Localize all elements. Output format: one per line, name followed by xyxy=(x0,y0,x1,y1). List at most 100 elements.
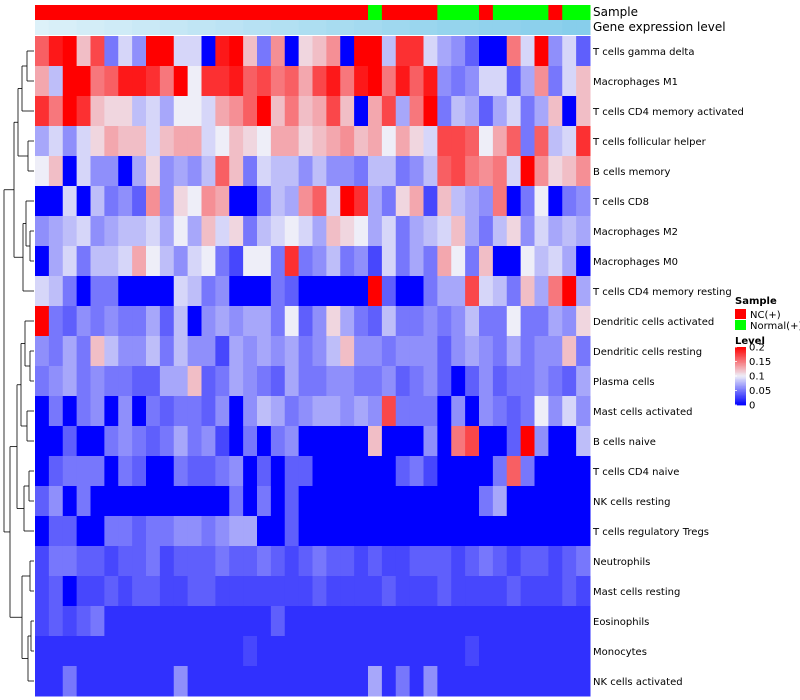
heatmap-cell xyxy=(35,336,50,367)
heatmap-cell xyxy=(354,156,369,187)
heatmap-cell xyxy=(451,126,466,157)
heatmap-cell xyxy=(492,336,508,367)
heatmap-cell xyxy=(492,126,508,157)
heatmap-cell xyxy=(562,396,577,427)
heatmap-cell xyxy=(534,276,549,307)
heatmap-cell xyxy=(215,66,230,97)
sample-annotation-cell xyxy=(492,5,508,20)
heatmap-cell xyxy=(479,666,494,697)
gene-expression-annotation-cell xyxy=(118,20,133,35)
heatmap-cell xyxy=(229,576,244,607)
heatmap-cell xyxy=(395,216,411,247)
heatmap-cell xyxy=(534,306,549,337)
heatmap-cell xyxy=(451,576,466,607)
row-label: Neutrophils xyxy=(593,557,650,568)
heatmap-cell xyxy=(465,456,480,487)
heatmap-cell xyxy=(576,666,591,697)
heatmap-cell xyxy=(90,396,105,427)
heatmap-cell xyxy=(451,36,466,67)
legend-colorbar-step xyxy=(735,351,746,354)
heatmap-cell xyxy=(465,546,480,577)
heatmap-cell xyxy=(201,36,216,67)
gene-expression-annotation-cell xyxy=(48,20,64,35)
heatmap-cell xyxy=(520,516,535,547)
heatmap-cell xyxy=(562,216,577,247)
heatmap-cell xyxy=(146,126,161,157)
heatmap-cell xyxy=(479,276,494,307)
heatmap-cell xyxy=(201,486,216,517)
heatmap-cell xyxy=(368,36,383,67)
heatmap-cell xyxy=(48,276,64,307)
legend-colorbar-step xyxy=(735,374,746,377)
heatmap-cell xyxy=(492,306,508,337)
heatmap-cell xyxy=(104,456,119,487)
heatmap-cell xyxy=(173,216,189,247)
heatmap-cell xyxy=(215,456,230,487)
sample-annotation-cell xyxy=(76,5,91,20)
heatmap-cell xyxy=(340,66,355,97)
heatmap-cell xyxy=(48,636,64,667)
heatmap-cell xyxy=(48,246,64,277)
heatmap-cell xyxy=(326,126,341,157)
heatmap-cell xyxy=(284,426,300,457)
heatmap-cell xyxy=(492,516,508,547)
heatmap-cell xyxy=(243,36,258,67)
heatmap-cell xyxy=(90,246,105,277)
heatmap-cell xyxy=(243,156,258,187)
heatmap-cell xyxy=(201,306,216,337)
heatmap-cell xyxy=(451,186,466,217)
legend-colorbar-step xyxy=(735,381,746,384)
heatmap-cell xyxy=(270,306,286,337)
heatmap-cell xyxy=(395,396,411,427)
heatmap-cell xyxy=(146,516,161,547)
heatmap-cell xyxy=(201,216,216,247)
heatmap-cell xyxy=(48,336,64,367)
sample-annotation-cell xyxy=(146,5,161,20)
heatmap-cell xyxy=(409,576,424,607)
heatmap-cell xyxy=(298,576,313,607)
legend-colorbar xyxy=(735,347,746,406)
heatmap-cell xyxy=(492,456,508,487)
heatmap-cell xyxy=(534,186,549,217)
heatmap-cell xyxy=(423,156,438,187)
heatmap-cell xyxy=(187,66,202,97)
heatmap-cell xyxy=(437,576,452,607)
heatmap-cell xyxy=(62,156,78,187)
heatmap-cell xyxy=(201,336,216,367)
heatmap-cell xyxy=(451,666,466,697)
heatmap-cell xyxy=(132,636,147,667)
heatmap-cell xyxy=(76,516,91,547)
heatmap-cell xyxy=(368,66,383,97)
heatmap-cell xyxy=(451,396,466,427)
heatmap-cell xyxy=(576,426,591,457)
heatmap-cell xyxy=(132,66,147,97)
heatmap-cell xyxy=(187,606,202,637)
heatmap-cell xyxy=(576,606,591,637)
heatmap-cell xyxy=(270,546,286,577)
heatmap-cell xyxy=(312,156,327,187)
gene-expression-annotation-cell xyxy=(534,20,549,35)
heatmap-cell xyxy=(146,486,161,517)
heatmap-cell xyxy=(520,576,535,607)
heatmap-cell xyxy=(229,156,244,187)
heatmap-cell xyxy=(548,426,563,457)
heatmap-cell xyxy=(409,276,424,307)
heatmap-cell xyxy=(437,96,452,127)
heatmap-cell xyxy=(576,246,591,277)
legend-label-nc: NC(+) xyxy=(750,310,781,321)
heatmap-cell xyxy=(229,366,244,397)
heatmap-cell xyxy=(187,276,202,307)
heatmap-cell xyxy=(104,276,119,307)
heatmap-cell xyxy=(243,246,258,277)
heatmap-cell xyxy=(312,396,327,427)
heatmap-cell xyxy=(118,486,133,517)
heatmap-cell xyxy=(76,366,91,397)
heatmap-cell xyxy=(576,456,591,487)
row-label: T cells CD8 xyxy=(592,197,649,208)
heatmap-cell xyxy=(229,66,244,97)
sample-annotation-cell xyxy=(201,5,216,20)
row-label: Eosinophils xyxy=(593,617,649,628)
gene-expression-annotation-cell xyxy=(395,20,411,35)
heatmap-cell xyxy=(215,156,230,187)
heatmap-cell xyxy=(187,456,202,487)
